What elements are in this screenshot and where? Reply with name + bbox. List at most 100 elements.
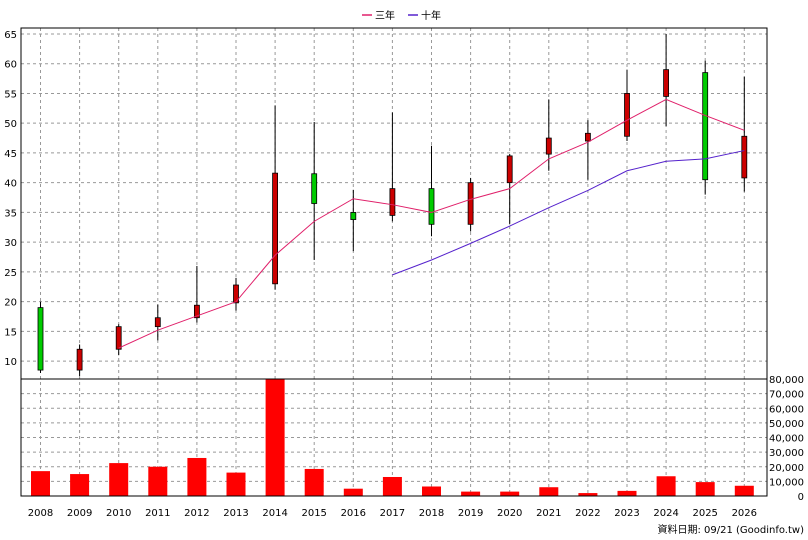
x-axis: 2008 2009 2010 2011 2012 2013 2014 2015 2016 2017… [28, 508, 757, 519]
candle-body [311, 173, 318, 204]
x-tick-label: 2019 [458, 508, 483, 519]
volume-tick-label: 40,000 [769, 434, 804, 445]
volume-bar [109, 463, 129, 496]
volume-tick-label: 10,000 [769, 477, 804, 488]
volume-bar [734, 485, 754, 496]
volume-bar [70, 474, 90, 496]
candle [154, 304, 161, 341]
candle [115, 324, 122, 356]
price-tick-label: 35 [4, 208, 17, 219]
candle [76, 344, 83, 377]
candle-body [702, 72, 709, 181]
volume-bar [148, 466, 168, 496]
price-tick-label: 60 [4, 60, 17, 71]
volume-bar [31, 471, 50, 496]
volume-bar [187, 457, 207, 496]
volume-bar [578, 493, 598, 496]
candle [311, 121, 318, 261]
candle [428, 145, 435, 237]
volume-tick-label: 60,000 [769, 404, 804, 415]
price-tick-label: 50 [4, 119, 17, 130]
candle-body [545, 137, 552, 155]
x-tick-label: 2013 [223, 508, 248, 519]
x-tick-label: 2022 [575, 508, 600, 519]
legend-label: 三年 [375, 9, 395, 22]
x-tick-label: 2008 [28, 508, 53, 519]
candle [193, 265, 200, 323]
candle-body [389, 188, 396, 216]
volume-tick-label: 30,000 [769, 448, 804, 459]
price-tick-label: 40 [4, 179, 17, 190]
candle [702, 60, 709, 195]
candle-body [154, 317, 161, 328]
price-tick-label: 20 [4, 298, 17, 309]
volume-bar [422, 486, 441, 496]
volume-bar [461, 491, 481, 496]
x-tick-label: 2023 [614, 508, 639, 519]
x-tick-label: 2025 [692, 508, 717, 519]
candle-body [663, 69, 669, 97]
volume-bar [617, 490, 637, 496]
candle-body [272, 172, 279, 285]
volume-bar [304, 468, 324, 496]
price-tick-label: 10 [4, 357, 17, 368]
candle [272, 105, 279, 290]
candle-body [467, 182, 474, 225]
candle [624, 69, 630, 142]
x-tick-label: 2010 [106, 508, 131, 519]
x-tick-label: 2024 [653, 508, 678, 519]
x-tick-label: 2012 [184, 508, 209, 519]
volume-frame [20, 378, 768, 497]
volume-tick-label: 80,000 [769, 375, 804, 386]
candle [467, 177, 474, 232]
x-tick-label: 2011 [145, 508, 170, 519]
candle [389, 112, 396, 222]
candle-body [76, 348, 83, 371]
price-tick-label: 45 [4, 149, 17, 160]
x-tick-label: 2021 [536, 508, 561, 519]
legend-label: 十年 [421, 9, 441, 22]
candle-body [506, 155, 513, 184]
price-tick-label: 25 [4, 268, 17, 279]
candle [663, 33, 669, 127]
volume-bar [656, 476, 676, 496]
volume-bar [539, 487, 559, 496]
candle-body [585, 132, 591, 142]
price-tick-label: 30 [4, 238, 17, 249]
candle-body [193, 304, 200, 319]
x-tick-label: 2015 [301, 508, 326, 519]
legend: 三年 十年 [362, 9, 441, 22]
volume-bar [500, 491, 520, 496]
volume-panel: 0 10,000 20,000 30,000 40,000 50,000 60,000 70,… [20, 375, 804, 503]
volume-bar [265, 379, 285, 496]
candle-body [233, 284, 239, 304]
candle [506, 154, 513, 225]
x-tick-label: 2016 [341, 508, 366, 519]
x-tick-label: 2018 [419, 508, 444, 519]
price-tick-label: 65 [4, 30, 17, 41]
source-label: 資料日期: 09/21 (Goodinfo.tw) [657, 523, 804, 536]
volume-bar [343, 488, 363, 496]
x-tick-label: 2026 [732, 508, 757, 519]
candle-body [115, 326, 122, 350]
price-tick-label: 15 [4, 327, 17, 338]
ma-line-三年 [118, 98, 745, 349]
volume-tick-label: 70,000 [769, 390, 804, 401]
volume-bar [226, 472, 246, 496]
candle [350, 189, 357, 252]
volume-tick-label: 20,000 [769, 463, 804, 474]
volume-tick-label: 0 [798, 492, 804, 503]
volume-bar [382, 476, 402, 496]
x-tick-label: 2020 [497, 508, 522, 519]
candle [741, 76, 748, 192]
price-tick-label: 55 [4, 89, 17, 100]
price-panel: 10 15 20 25 30 35 40 45 50 55 60 65 [4, 27, 768, 496]
x-tick-label: 2009 [67, 508, 92, 519]
candle [585, 120, 591, 180]
x-tick-label: 2017 [380, 508, 405, 519]
ma-line-十年 [392, 150, 745, 276]
x-tick-label: 2014 [262, 508, 287, 519]
candle-body [741, 135, 748, 179]
candle-body [428, 188, 435, 225]
